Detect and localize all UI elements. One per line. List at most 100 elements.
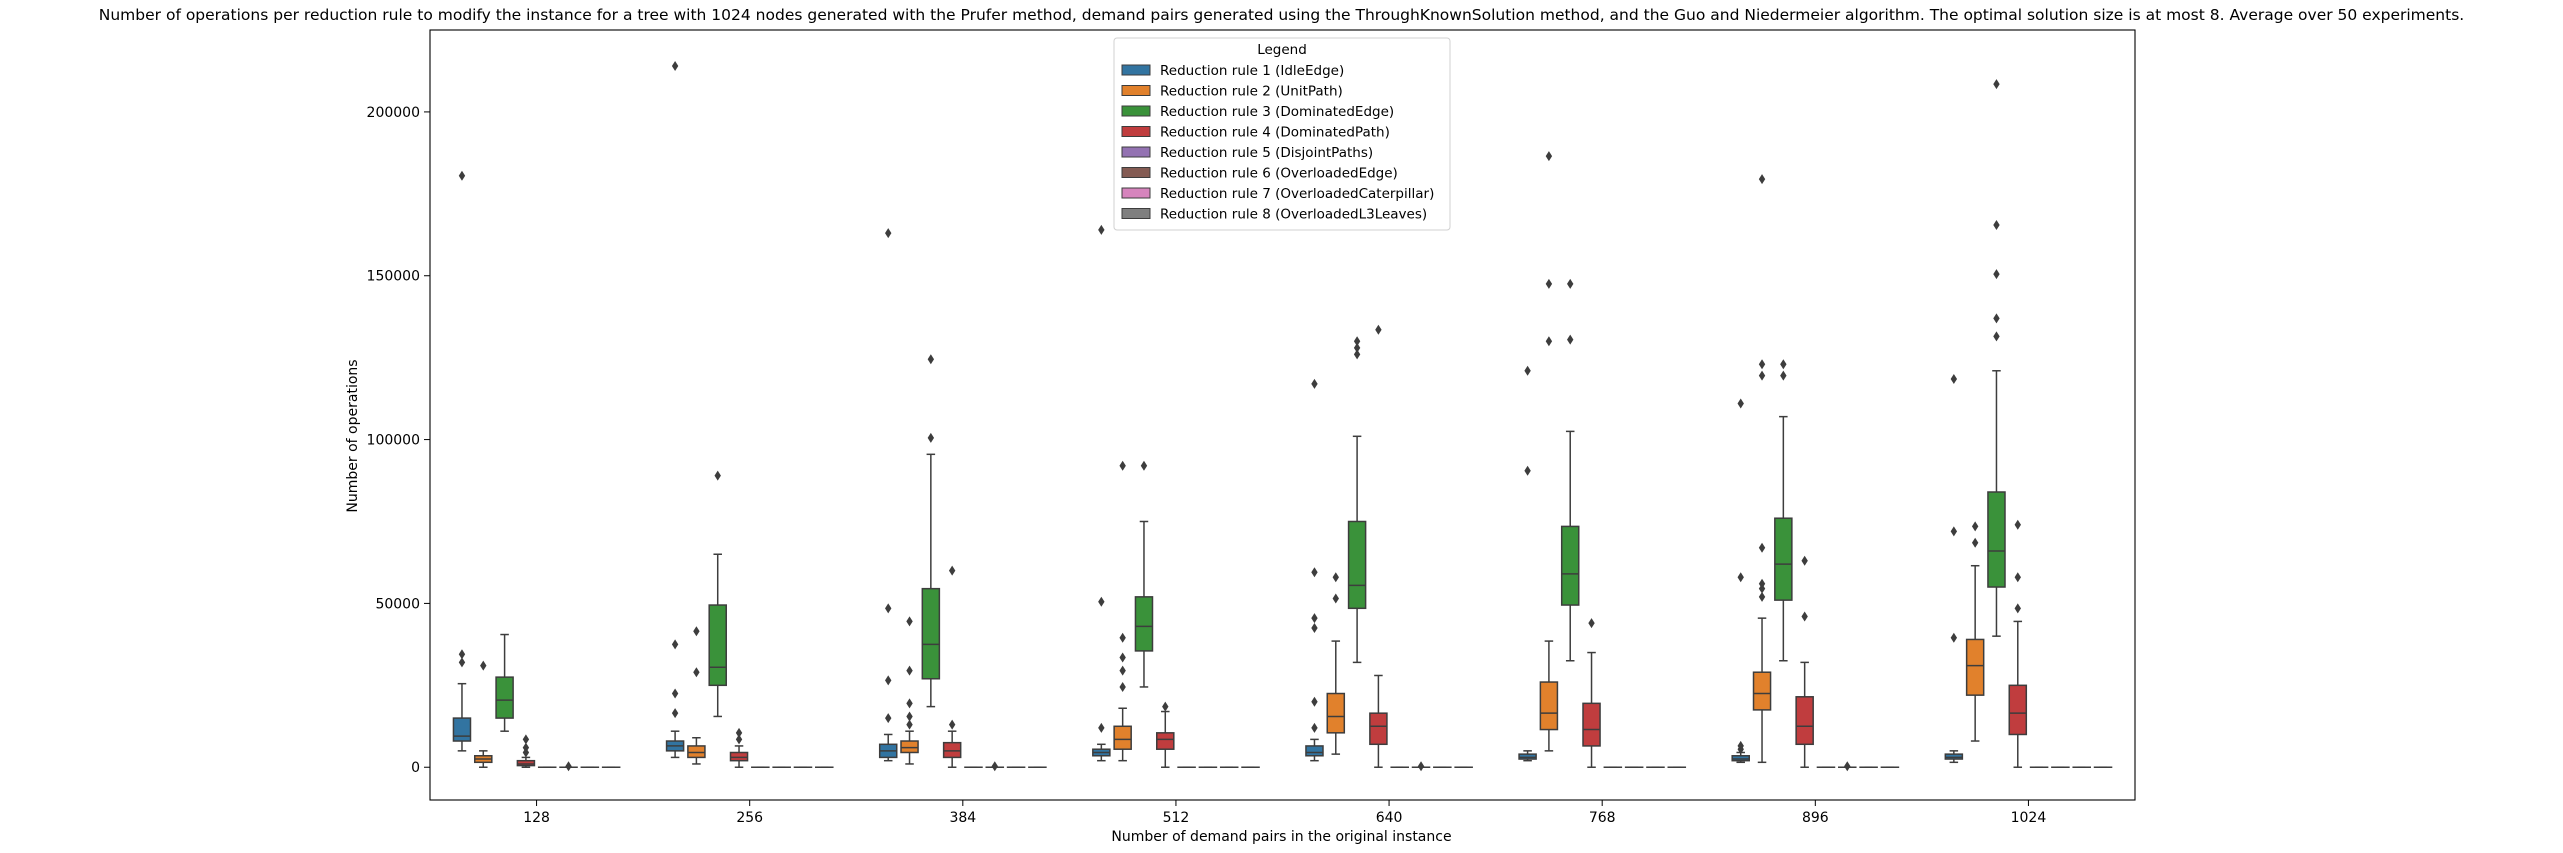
x-tick-label: 896 [1802,810,1829,826]
flier-point [1524,365,1531,376]
flier-point [1375,324,1382,335]
box-768-rule-1 [1518,365,1537,762]
flier-point [1993,269,2000,280]
legend-swatch [1121,167,1151,178]
flier-point [1545,278,1553,289]
box-128-rule-1 [452,170,472,752]
flier-point [1993,313,2000,324]
box-384-rule-6 [985,761,1005,772]
box-128-rule-2 [474,660,493,768]
x-tick-label: 384 [949,810,976,826]
flier-point [1332,572,1339,583]
box-body [1582,702,1601,747]
flier-point [1737,572,1744,583]
flier-point [458,649,466,660]
flier-point [1098,722,1105,733]
flier-point [948,565,956,576]
box-body [1369,712,1388,746]
flier-point [1737,398,1744,409]
x-axis-label: Number of demand pairs in the original i… [1111,829,1451,845]
box-body [1774,517,1793,601]
legend-title: Legend [1257,42,1307,58]
flier-point [1119,632,1126,643]
box-body [1326,692,1346,734]
box-1024-rule-3 [1987,79,2006,637]
flier-point [458,657,466,668]
legend-entry-label: Reduction rule 3 (DominatedEdge) [1160,104,1394,120]
flier-point [1971,521,1979,532]
box-512-rule-2 [1113,460,1132,762]
flier-point [1567,278,1574,289]
flier-point [1119,652,1126,663]
flier-point [1353,342,1361,353]
box-body [921,587,941,680]
box-512-rule-4 [1156,701,1175,768]
box-body [1539,681,1559,731]
flier-point [1098,596,1105,607]
flier-point [1971,537,1979,548]
flier-point [2014,603,2021,614]
box-512-rule-1 [1092,224,1111,762]
flier-point [1758,591,1766,602]
y-tick-label: 100000 [367,433,420,449]
box-640-rule-2 [1326,572,1346,755]
box-896-rule-2 [1752,174,1772,764]
flier-point [1758,359,1766,370]
flier-point [1950,526,1958,537]
box-body [1156,732,1175,750]
legend-swatch [1121,187,1151,199]
flier-point [1758,578,1766,589]
x-tick-label: 768 [1589,810,1616,826]
x-tick-label: 1024 [2011,810,2047,826]
box-128-rule-4 [516,734,536,768]
flier-point [735,734,743,745]
box-body [729,751,749,762]
flier-point [948,719,956,730]
box-body [1731,755,1750,762]
flier-point [1780,359,1787,370]
legend-entry-label: Reduction rule 8 (OverloadedL3Leaves) [1160,207,1427,223]
flier-point [1993,331,2000,342]
flier-point [671,688,679,699]
flier-point [1801,611,1808,622]
box-512-rule-3 [1134,460,1154,688]
legend-swatch [1121,105,1151,117]
flier-point [480,660,487,671]
flier-point [1780,370,1787,381]
flier-point [458,170,466,181]
flier-point [1119,681,1126,692]
x-tick-label: 640 [1376,810,1403,826]
x-tick-label: 256 [736,810,763,826]
flier-point [885,713,892,724]
flier-point [1950,373,1958,384]
box-body [495,676,514,719]
flier-point [991,761,998,772]
flier-point [1801,555,1808,566]
flier-point [671,708,679,719]
flier-point [1311,613,1318,624]
flier-point [885,675,892,686]
flier-point [1119,460,1126,471]
box-896-rule-6 [1838,761,1857,772]
box-body [1987,491,2006,588]
box-256-rule-1 [665,61,685,759]
flier-point [1162,701,1169,712]
box-body [1965,638,1985,696]
legend-swatch [1121,85,1151,96]
flier-point [1098,224,1105,235]
box-body [708,604,727,687]
flier-point [1844,761,1851,772]
flier-point [1950,632,1958,643]
flier-point [1545,336,1553,347]
x-tick-label: 512 [1163,810,1190,826]
flier-point [885,603,892,614]
flier-point [693,667,700,678]
box-body [687,745,706,759]
box-768-rule-2 [1539,151,1559,752]
flier-point [565,761,572,772]
box-640-rule-6 [1411,761,1431,772]
legend-entry-label: Reduction rule 1 (IdleEdge) [1160,63,1344,79]
flier-point [522,734,530,745]
box-body [452,717,472,742]
